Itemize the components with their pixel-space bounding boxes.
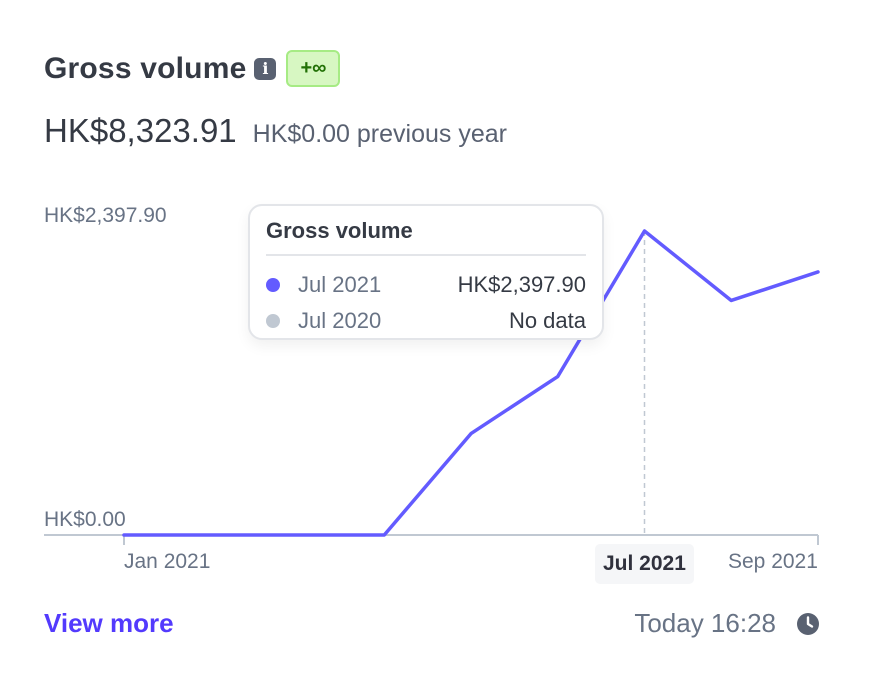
y-tick-label-max: HK$2,397.90 xyxy=(44,204,167,227)
total-amount: HK$8,323.91 xyxy=(44,112,237,149)
previous-year-amount: HK$0.00 previous year xyxy=(252,120,507,148)
clock-icon xyxy=(797,613,819,635)
change-badge: +∞ xyxy=(286,50,341,87)
tooltip-title: Gross volume xyxy=(266,218,413,243)
card-header: Gross volume i +∞ xyxy=(44,50,341,87)
y-tick-label-min: HK$0.00 xyxy=(44,508,126,531)
tooltip-row: Jul 2020 No data xyxy=(266,306,586,336)
info-icon[interactable]: i xyxy=(254,57,277,80)
chart-tooltip: Gross volume Jul 2021 HK$2,397.90 Jul 20… xyxy=(248,204,604,340)
series-color-dot xyxy=(266,278,280,292)
tooltip-value: HK$2,397.90 xyxy=(457,272,586,297)
tooltip-period: Jul 2021 xyxy=(298,272,382,297)
updated-time: Today 16:28 xyxy=(634,608,776,638)
x-tick-label-jan-2021: Jan 2021 xyxy=(124,550,211,573)
x-tick-label-sep-2021: Sep 2021 xyxy=(728,550,818,573)
tooltip-row: Jul 2021 HK$2,397.90 xyxy=(266,270,586,300)
series-color-dot xyxy=(266,314,280,328)
x-tick-label-jul-2021: Jul 2021 xyxy=(595,544,694,584)
series-line xyxy=(122,229,820,537)
summary-row: HK$8,323.91 HK$0.00 previous year xyxy=(44,112,507,150)
tooltip-divider xyxy=(266,254,586,256)
tooltip-value: No data xyxy=(508,308,586,333)
card-title: Gross volume xyxy=(44,51,247,85)
tooltip-period: Jul 2020 xyxy=(298,308,382,333)
view-more-link[interactable]: View more xyxy=(44,608,174,638)
